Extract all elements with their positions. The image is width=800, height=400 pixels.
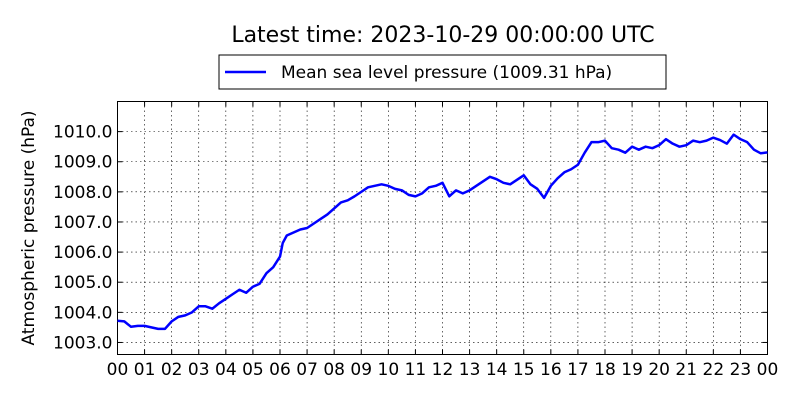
x-tick-label: 15 [513, 360, 535, 380]
x-tick-label: 21 [675, 360, 697, 380]
grid [117, 101, 768, 355]
y-tick-label: 1010.0 [53, 123, 112, 143]
y-tick-label: 1006.0 [53, 243, 112, 263]
x-tick-label: 12 [432, 360, 454, 380]
x-tick-label: 18 [594, 360, 616, 380]
x-tick-label: 07 [296, 360, 318, 380]
x-tick-label: 03 [188, 360, 210, 380]
x-tick-label: 00 [757, 360, 779, 380]
x-tick-label: 02 [161, 360, 183, 380]
x-tick-label: 06 [269, 360, 291, 380]
x-tick-label: 05 [242, 360, 264, 380]
x-tick-label: 19 [621, 360, 643, 380]
series-line-mslp [117, 133, 768, 331]
legend-label: Mean sea level pressure (1009.31 hPa) [281, 63, 612, 83]
x-tick-label: 11 [405, 360, 427, 380]
x-tick-label: 01 [134, 360, 156, 380]
x-tick-label: 14 [486, 360, 508, 380]
y-axis-label: Atmospheric pressure (hPa) [19, 110, 39, 345]
x-tick-label: 10 [378, 360, 400, 380]
y-tick-labels: 1003.0 1004.0 1005.0 1006.0 1007.0 1008.0 1009… [53, 123, 112, 354]
x-tick-label: 00 [107, 360, 129, 380]
y-tick-label: 1003.0 [53, 333, 112, 353]
x-tick-label: 17 [567, 360, 589, 380]
y-tick-label: 1009.0 [53, 153, 112, 173]
y-tick-label: 1008.0 [53, 183, 112, 203]
x-tick-label: 16 [540, 360, 562, 380]
x-tick-label: 13 [459, 360, 481, 380]
chart-title: Latest time: 2023-10-29 00:00:00 UTC [231, 23, 654, 48]
x-tick-labels: 00 01 02 03 04 05 06 07 08 09 10 11 12 13 14 15 16 17 18 19… [107, 360, 779, 380]
x-tick-label: 20 [648, 360, 670, 380]
y-tick-label: 1004.0 [53, 303, 112, 323]
x-tick-label: 22 [703, 360, 725, 380]
legend-box [218, 54, 667, 90]
x-tick-label: 23 [730, 360, 752, 380]
axis-ticks [117, 101, 768, 355]
y-tick-label: 1005.0 [53, 273, 112, 293]
x-tick-label: 08 [323, 360, 345, 380]
x-tick-label: 04 [215, 360, 237, 380]
y-tick-label: 1007.0 [53, 213, 112, 233]
x-tick-label: 09 [350, 360, 372, 380]
legend: Mean sea level pressure (1009.31 hPa) [218, 54, 667, 90]
